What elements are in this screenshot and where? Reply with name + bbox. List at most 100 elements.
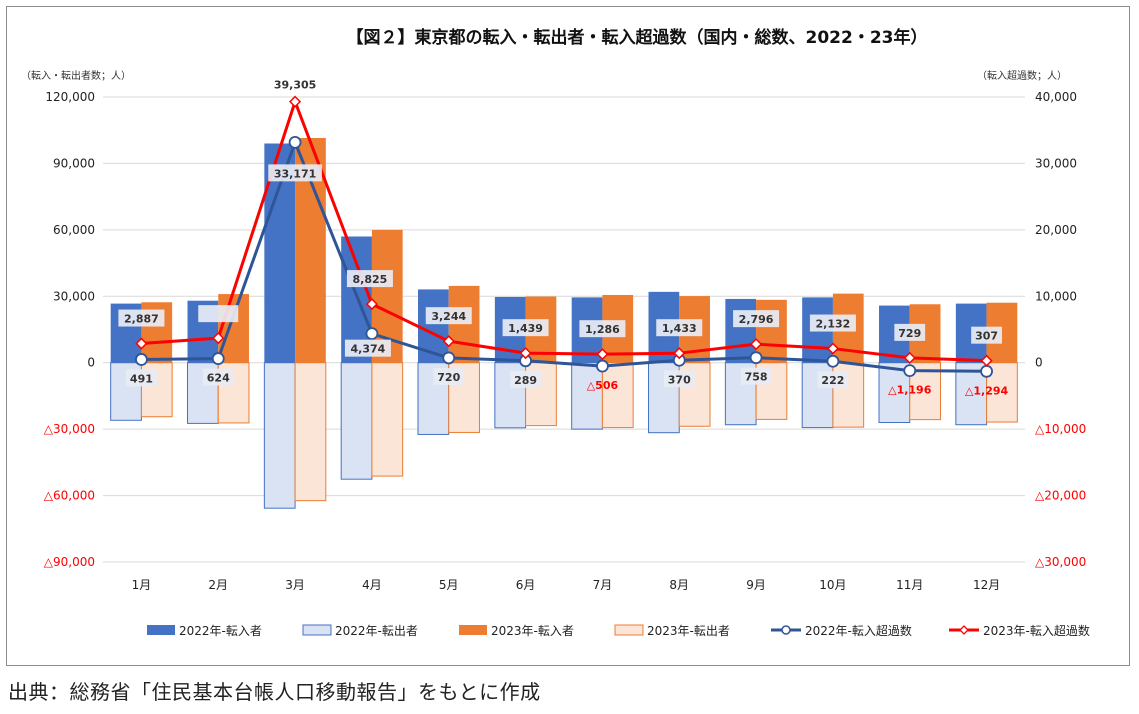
bar [294,362,327,502]
legend-swatch [459,625,487,635]
left-tick-label: 90,000 [53,156,95,170]
x-tick-label: 10月 [819,578,846,592]
data-label-bg [118,309,165,327]
data-label-bg [971,326,1002,344]
legend-marker [781,625,791,635]
bar [725,298,757,363]
data-point [673,347,686,360]
chart-frame: 【図２】東京都の転入・転出者・転入超過数（国内・総数、2022・23年） （転入… [6,6,1130,666]
data-point [135,353,148,366]
bar [371,362,404,477]
data-point [826,342,839,355]
data-label-bg [894,323,926,341]
left-tick-label: 0 [87,356,95,370]
bar [448,285,480,363]
x-tick-label: 9月 [746,578,766,592]
bar [601,362,634,429]
data-label-bg [344,339,391,357]
legend-label: 2023年-転入超過数 [983,623,1090,638]
data-label-bg [740,367,772,385]
right-tick-label: 10,000 [1035,289,1077,303]
bar [263,362,296,509]
data-point [212,332,225,345]
data-point [903,364,917,378]
data-label-bg [425,307,472,325]
legend-label: 2023年-転入者 [491,624,574,638]
data-label: △1,196 [888,384,932,397]
data-label-bg [656,319,703,337]
data-label: 8,825 [353,273,388,286]
data-label: 3,244 [431,310,466,323]
data-point [288,135,302,149]
bar [571,362,603,430]
data-label-bg [510,370,541,388]
data-label: 4,374 [351,343,386,356]
data-label: 222 [821,374,844,387]
right-axis-label: （転入超過数；人） [977,69,1067,82]
data-label: 2,132 [816,318,851,331]
data-label: △1,294 [965,384,1009,397]
data-label: 2,796 [739,313,774,326]
x-tick-label: 2月 [208,578,228,592]
legend-label: 2022年-転出者 [335,624,418,638]
data-point [289,95,302,108]
data-label: 1,439 [508,322,543,335]
x-tick-label: 5月 [439,578,459,592]
data-point [903,351,916,364]
legend-swatch [147,625,175,635]
legend-label: 2022年-転入超過数 [805,623,912,638]
data-point [596,348,609,361]
left-tick-label: △90,000 [44,555,95,569]
legend-marker [959,625,969,635]
left-tick-label: 30,000 [53,289,95,303]
data-label-bg [268,164,322,182]
x-tick-label: 12月 [973,578,1000,592]
x-tick-label: 6月 [516,578,536,592]
data-label: 624 [207,372,230,385]
data-point [365,298,378,311]
data-label: 39,305 [274,79,316,92]
data-point [596,359,609,373]
data-label: 1,433 [662,322,697,335]
legend-label: 2022年-転入者 [179,624,262,638]
x-tick-label: 8月 [669,578,689,592]
data-point [135,337,148,350]
data-label: 33,171 [274,167,316,180]
chart-svg: 【図２】東京都の転入・転出者・転入超過数（国内・総数、2022・23年） （転入… [21,27,1090,638]
data-label-bg [817,371,849,389]
right-tick-label: △20,000 [1035,489,1086,503]
data-label: 289 [514,374,537,387]
data-point [980,354,993,367]
data-label: 720 [437,371,460,384]
data-label: 370 [668,373,691,386]
data-point [826,354,840,368]
x-tick-label: 7月 [593,578,613,592]
source-note: 出典：総務省「住民基本台帳人口移動報告」をもとに作成 [8,680,541,704]
data-label: 491 [130,372,153,385]
data-point [442,335,455,348]
data-point [442,351,456,365]
series-line [141,100,987,363]
left-tick-label: 60,000 [53,223,95,237]
left-tick-label: △60,000 [44,489,95,503]
right-tick-label: 30,000 [1035,156,1077,170]
data-label-bg [202,368,234,386]
data-label: 758 [745,371,768,384]
data-label: 729 [898,327,921,340]
x-tick-label: 1月 [132,578,152,592]
left-tick-label: △30,000 [44,422,95,436]
data-label: 2,887 [124,313,159,326]
legend-label: 2023年-転出者 [647,624,730,638]
right-tick-label: 20,000 [1035,223,1077,237]
data-label-bg [663,370,695,388]
data-label-bg [809,314,856,332]
x-tick-label: 11月 [896,578,923,592]
data-label: △506 [587,379,619,392]
data-label: 307 [975,330,998,343]
data-point [365,327,379,341]
data-label-bg [579,320,626,338]
data-point [749,351,763,365]
chart-title: 【図２】東京都の転入・転出者・転入超過数（国内・総数、2022・23年） [347,27,928,48]
data-label: 1,286 [585,323,620,336]
legend-swatch [614,624,644,636]
